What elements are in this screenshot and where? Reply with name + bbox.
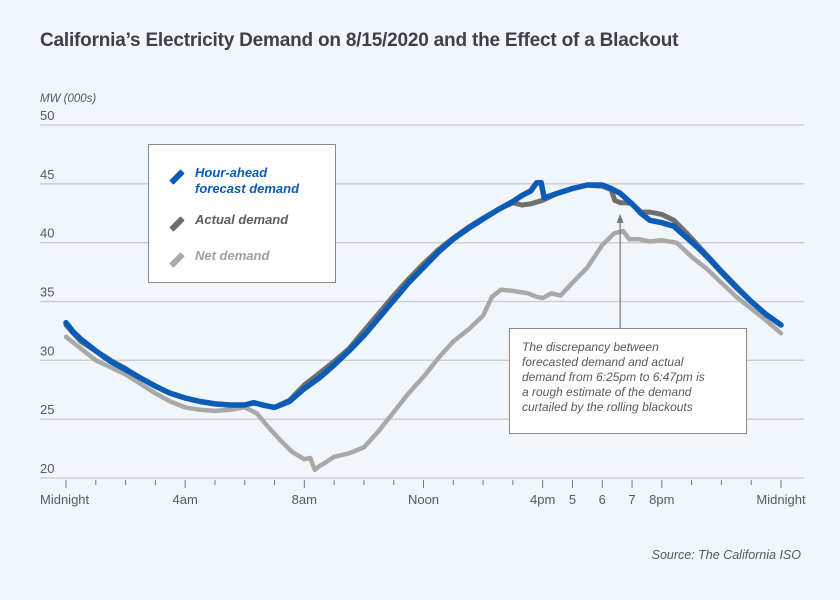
series-lines (63, 179, 784, 473)
x-tick-label: 4am (173, 492, 198, 507)
chart-title: California’s Electricity Demand on 8/15/… (40, 30, 679, 51)
legend-swatch-net (169, 252, 185, 268)
source-note: Source: The California ISO (651, 548, 801, 562)
legend-label-forecast-line2: forecast demand (195, 181, 300, 196)
legend-item-actual: Actual demand (169, 212, 289, 232)
annotation-box: The discrepancy between forecasted deman… (509, 328, 747, 434)
annotation-line: forecasted demand and actual (522, 355, 684, 369)
annotation-arrow-head (616, 213, 624, 223)
legend-item-forecast: Hour-ahead forecast demand (169, 165, 299, 197)
legend: Hour-ahead forecast demand Actual demand… (148, 144, 336, 283)
x-tick-label: 6 (599, 492, 606, 507)
legend-swatch-forecast (169, 169, 185, 185)
x-tick-label: 4pm (530, 492, 555, 507)
legend-label-actual: Actual demand (195, 212, 289, 227)
x-axis: Midnight 4am 8am Noon 4pm 5 6 7 8pm Midnight (40, 480, 806, 507)
x-tick-label: 5 (569, 492, 576, 507)
legend-label-net: Net demand (195, 248, 270, 263)
y-tick-label: 45 (40, 167, 54, 182)
annotation-line: The discrepancy between (522, 340, 659, 354)
y-tick-label: 50 (40, 108, 54, 123)
y-axis-unit-label: MW (000s) (40, 93, 97, 105)
x-tick-label: Noon (408, 492, 439, 507)
annotation-line: demand from 6:25pm to 6:47pm is (522, 370, 705, 384)
series-line-forecast (63, 179, 784, 411)
annotation-line: a rough estimate of the demand (522, 385, 692, 399)
y-tick-label: 30 (40, 343, 54, 358)
x-tick-label: Midnight (40, 492, 90, 507)
y-axis-ticks: 50 45 40 35 30 25 20 (40, 108, 54, 476)
y-tick-label: 40 (40, 226, 54, 241)
legend-label-forecast-line1: Hour-ahead (195, 165, 268, 180)
x-tick-label: 8pm (649, 492, 674, 507)
x-tick-label: 7 (628, 492, 635, 507)
series-line-net (63, 228, 784, 473)
y-tick-label: 35 (40, 285, 54, 300)
legend-item-net: Net demand (169, 248, 270, 268)
annotation-arrow (616, 213, 624, 328)
y-tick-label: 20 (40, 461, 54, 476)
x-tick-label: Midnight (756, 492, 806, 507)
annotation-line: curtailed by the rolling blackouts (522, 400, 693, 414)
x-tick-label: 8am (292, 492, 317, 507)
legend-swatch-actual (169, 216, 185, 232)
y-tick-label: 25 (40, 402, 54, 417)
